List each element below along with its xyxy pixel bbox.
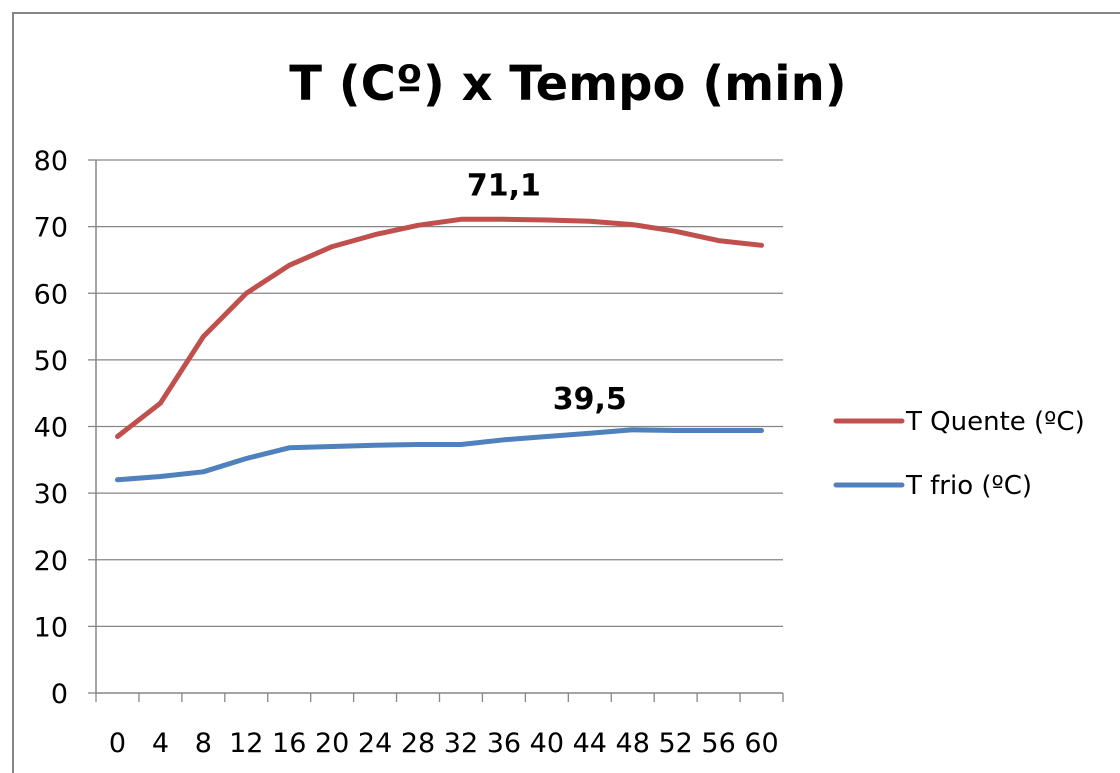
x-tick-label: 20 <box>315 728 349 759</box>
x-tick-label: 40 <box>530 728 564 759</box>
x-tick-label: 60 <box>744 728 778 759</box>
x-tick-label: 28 <box>401 728 435 759</box>
series-lines <box>115 216 764 483</box>
chart-title: T (Cº) x Tempo (min) <box>289 56 847 112</box>
x-tick-label: 4 <box>152 728 169 759</box>
x-tick-label: 32 <box>444 728 478 759</box>
y-tick-label: 50 <box>34 346 68 377</box>
gridlines <box>96 159 783 628</box>
series-line-t-frio <box>115 427 764 483</box>
y-tick-label: 0 <box>51 679 68 710</box>
x-tick-label: 56 <box>701 728 735 759</box>
x-tick-label: 16 <box>272 728 306 759</box>
legend: T Quente (ºC) T frio (ºC) <box>833 407 1085 501</box>
x-axis-ticks: 0 4 8 12 16 20 24 28 32 36 40 44 48 52 56 60 <box>95 693 784 759</box>
series-line-t-quente <box>115 216 764 439</box>
y-tick-label: 40 <box>34 413 68 444</box>
x-tick-label: 52 <box>658 728 692 759</box>
data-label: 71,1 <box>467 168 541 203</box>
x-tick-label: 12 <box>229 728 263 759</box>
y-tick-label: 20 <box>34 546 68 577</box>
data-label: 39,5 <box>553 382 627 417</box>
y-tick-label: 60 <box>34 279 68 310</box>
y-tick-label: 80 <box>34 146 68 177</box>
x-tick-label: 24 <box>358 728 392 759</box>
chart-frame <box>12 12 1120 773</box>
y-tick-label: 70 <box>34 213 68 244</box>
x-tick-label: 0 <box>109 728 126 759</box>
x-tick-label: 8 <box>195 728 212 759</box>
data-labels: 71,1 39,5 <box>467 168 627 417</box>
legend-label: T frio (ºC) <box>905 471 1032 501</box>
y-tick-label: 10 <box>34 612 68 643</box>
x-tick-label: 36 <box>487 728 521 759</box>
x-tick-label: 44 <box>573 728 607 759</box>
legend-label: T Quente (ºC) <box>905 407 1085 437</box>
x-tick-label: 48 <box>616 728 650 759</box>
y-tick-label: 30 <box>34 479 68 510</box>
y-axis-ticks: 0 10 20 30 40 50 60 70 80 <box>34 146 96 710</box>
